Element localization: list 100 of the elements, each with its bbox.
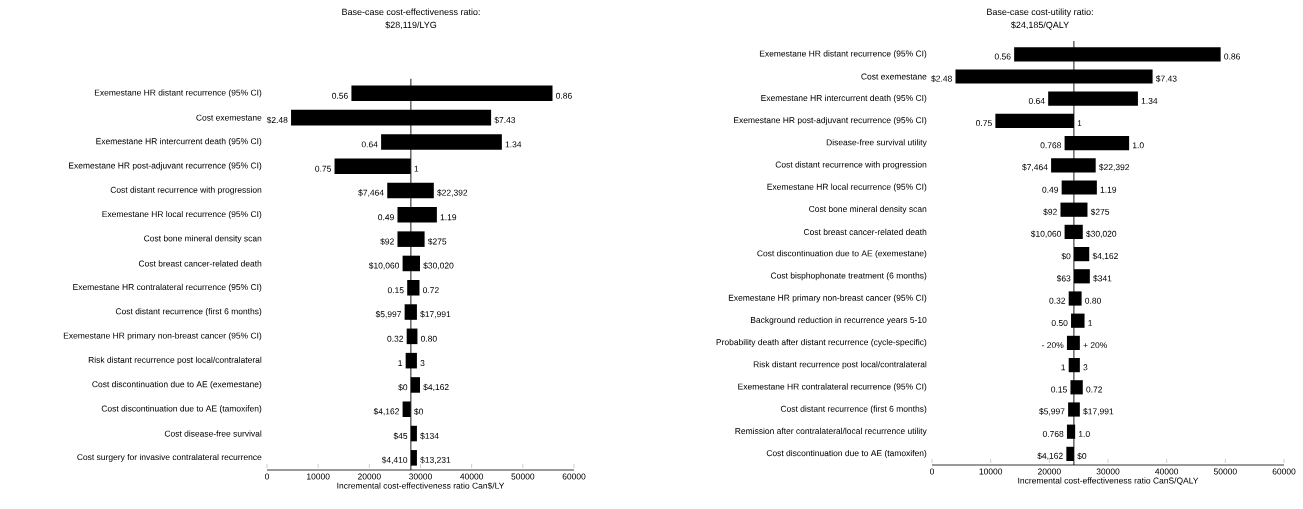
- annotation: 0.86: [1224, 53, 1240, 60]
- annotation: $341: [1093, 275, 1112, 282]
- y-tick-label: Exemestane HR primary non-breast cancer (95% CI): [63, 332, 262, 341]
- annotation: 1: [398, 360, 403, 366]
- chart-subtitle: $28,119/LYG: [385, 21, 437, 30]
- annotation: $275: [427, 238, 447, 246]
- annotation: $134: [420, 432, 439, 440]
- annotation: $17,991: [1083, 408, 1114, 416]
- annotation: $4,162: [423, 383, 449, 392]
- annotation: $30,020: [1086, 230, 1117, 238]
- y-tick-label: Exemestane HR contralateral recurrence (95% CI): [738, 383, 927, 392]
- annotation: 1: [1077, 120, 1082, 127]
- annotation: $92: [380, 238, 394, 246]
- chart-title: Base-case cost-utility ratio:: [987, 8, 1093, 17]
- y-tick-label: Exemestane HR contralateral recurrence (95% CI): [73, 283, 262, 292]
- y-tick-label: Probability death after distant recurrence (cycle-specific): [716, 338, 927, 347]
- annotation: $63: [1056, 275, 1071, 282]
- y-tick-label: Cost distant recurrence with progression: [775, 161, 927, 170]
- annotation: $5,997: [375, 310, 402, 319]
- y-tick-label: Cost breast cancer-related death: [138, 260, 262, 267]
- y-tick-label: Cost surgery for invasive contralateral recurrence: [77, 453, 262, 462]
- y-tick-label: Disease-free survival utility: [826, 139, 927, 148]
- x-tick-label: 20000: [357, 473, 381, 480]
- annotation: $2.48: [931, 75, 952, 83]
- annotation: $2.48: [266, 116, 288, 124]
- y-tick-label: Exemestane HR local recurrence (95% CI): [767, 183, 927, 192]
- annotation: 0.15: [1051, 386, 1067, 393]
- annotation: 3: [1083, 364, 1088, 371]
- y-tick-label: Cost exemestane: [861, 73, 927, 80]
- annotation: $13,231: [420, 456, 451, 464]
- annotation: 1.0: [1078, 430, 1090, 437]
- annotation: 1.19: [440, 214, 457, 221]
- annotation: 0.49: [378, 214, 394, 221]
- annotation: 0.49: [1042, 186, 1059, 193]
- y-tick-label: Cost exemestane: [196, 114, 262, 121]
- x-tick-label: 50000: [511, 473, 535, 480]
- y-tick-label: Cost discontinuation due to AE (exemestane): [757, 250, 927, 259]
- annotation: $7.43: [494, 116, 516, 124]
- y-tick-label: Exemestane HR distant recurrence (95% CI): [759, 50, 927, 59]
- annotation: 1.34: [505, 141, 522, 148]
- annotation: 0.50: [1051, 319, 1068, 326]
- annotation: $275: [1090, 208, 1110, 216]
- y-tick-label: Cost discontinuation due to AE (tamoxifen): [766, 449, 927, 458]
- y-tick-label: Cost disease-free survival: [164, 430, 262, 437]
- annotation: 1: [1061, 364, 1066, 371]
- annotation: $4,162: [1092, 252, 1118, 260]
- annotation: 0.80: [1085, 297, 1101, 304]
- x-tick-label: 0: [929, 468, 935, 475]
- annotation: 1.34: [1141, 97, 1158, 104]
- annotation: $22,392: [1098, 163, 1130, 172]
- x-tick-label: 10000: [979, 468, 1003, 475]
- annotation: - 20%: [1042, 342, 1064, 349]
- y-tick-label: Risk distant recurrence post local/contralateral: [753, 361, 927, 370]
- x-tick-label: 0: [264, 473, 270, 480]
- annotation: $22,392: [437, 189, 468, 197]
- y-tick-label: Exemestane HR post-adjuvant recurrence (95% CI): [69, 162, 262, 171]
- annotation: $92: [1043, 208, 1057, 216]
- x-tick-label: 30000: [1096, 468, 1120, 475]
- chart-title: Base-case cost-effectiveness ratio:: [342, 8, 480, 16]
- annotation: 0.32: [1049, 297, 1066, 304]
- x-axis-title: Incremental cost-effectiveness ratio Can$/LY: [337, 482, 505, 490]
- x-tick-label: 10000: [307, 473, 330, 480]
- y-tick-label: Cost distant recurrence with progression: [110, 186, 262, 195]
- y-tick-label: Cost discontinuation due to AE (tamoxifen): [101, 405, 262, 414]
- annotation: 0.64: [1028, 97, 1045, 104]
- annotation: 0.80: [420, 335, 437, 342]
- annotation: 0.72: [423, 287, 439, 294]
- y-tick-label: Cost discontinuation due to AE (exemestane): [92, 381, 262, 389]
- annotation: $7,464: [358, 189, 384, 197]
- x-axis-title: Incremental cost-effectiveness ratio CanS/QALY: [1018, 477, 1199, 486]
- y-tick-label: Risk distant recurrence post local/contralateral: [88, 356, 262, 365]
- annotation: 0.72: [1086, 386, 1103, 393]
- annotation: $7.43: [1155, 75, 1177, 83]
- annotation: 1: [1088, 320, 1093, 326]
- annotation: 0.768: [1040, 142, 1062, 149]
- annotation: $0: [398, 383, 408, 391]
- x-tick-label: 60000: [562, 473, 586, 480]
- x-tick-label: 40000: [460, 473, 484, 480]
- annotation: 1: [414, 165, 419, 172]
- y-tick-label: Remission after contralateral/local recurrence utility: [735, 427, 927, 436]
- annotation: 0.75: [976, 120, 992, 127]
- y-tick-label: Exemestane HR local recurrence (95% CI): [102, 210, 262, 219]
- annotation: 1.19: [1100, 186, 1117, 193]
- y-tick-label: Cost distant recurrence (first 6 months): [780, 405, 927, 414]
- annotation: 0.32: [387, 335, 404, 342]
- annotation: + 20%: [1083, 342, 1107, 349]
- x-tick-label: 60000: [1272, 468, 1296, 475]
- annotation: $17,991: [420, 310, 451, 319]
- annotation: 3: [420, 360, 425, 367]
- annotation: 0.64: [361, 141, 378, 148]
- annotation: 0.56: [994, 53, 1011, 60]
- annotation: $5,997: [1039, 408, 1065, 416]
- y-tick-label: Exemestane HR intercurrent death (95% CI): [96, 138, 262, 146]
- annotation: $4,162: [373, 408, 399, 416]
- y-tick-label: Cost breast cancer-related death: [803, 228, 927, 235]
- x-tick-label: 40000: [1155, 468, 1179, 475]
- y-tick-label: Exemestane HR distant recurrence (95% CI): [94, 89, 262, 98]
- x-tick-label: 50000: [1213, 468, 1237, 475]
- y-tick-label: Exemestane HR post-adjuvant recurrence (95% CI): [734, 116, 927, 125]
- x-tick-label: 30000: [409, 473, 432, 480]
